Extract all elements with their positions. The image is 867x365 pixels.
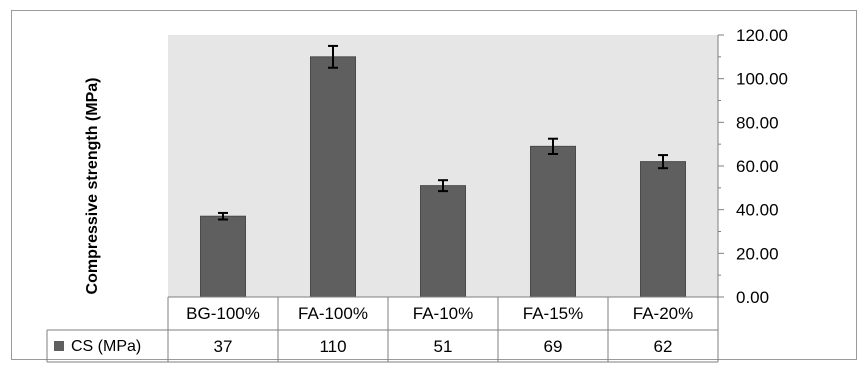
error-bar <box>328 44 338 69</box>
bar <box>530 145 576 298</box>
error-bar <box>548 137 558 155</box>
data-table: BG-100% 37 FA-100% 110 FA-10% 51 FA-15% 69 FA-20… <box>46 296 719 363</box>
error-bar <box>218 211 228 221</box>
error-bar <box>658 154 668 170</box>
y-tick-label: 120.00 <box>736 26 788 45</box>
data-table-value: 37 <box>214 337 233 356</box>
bar-group <box>200 56 686 298</box>
y-axis-label: Compressive strength (MPa) <box>84 78 101 295</box>
data-table-value: 62 <box>654 337 673 356</box>
error-bar-group <box>218 44 668 221</box>
bar <box>310 56 356 298</box>
y-tick-label: 80.00 <box>736 113 779 132</box>
y-tick-label: 60.00 <box>736 157 779 176</box>
x-tick-label: FA-20% <box>633 304 693 323</box>
data-table-legend-label: CS (MPa) <box>71 338 141 355</box>
y-tick-label: 0.00 <box>736 288 769 307</box>
x-tick-label: FA-100% <box>298 304 368 323</box>
x-tick-label: FA-15% <box>523 304 583 323</box>
data-table-value: 69 <box>544 337 563 356</box>
y-tick-label: 40.00 <box>736 201 779 220</box>
y-tick-label: 100.00 <box>736 70 788 89</box>
y-tick-label: 20.00 <box>736 244 779 263</box>
data-table-value: 51 <box>434 337 453 356</box>
bar <box>640 161 686 298</box>
legend-swatch <box>54 341 64 351</box>
bar <box>200 215 246 298</box>
y-axis: 0.00 20.00 40.00 60.00 80.00 100.00 120.00 <box>717 26 788 307</box>
data-table-value: 110 <box>319 337 346 356</box>
x-tick-label: FA-10% <box>413 304 473 323</box>
x-tick-label: BG-100% <box>186 304 260 323</box>
bar <box>420 185 466 298</box>
error-bar <box>438 179 448 193</box>
